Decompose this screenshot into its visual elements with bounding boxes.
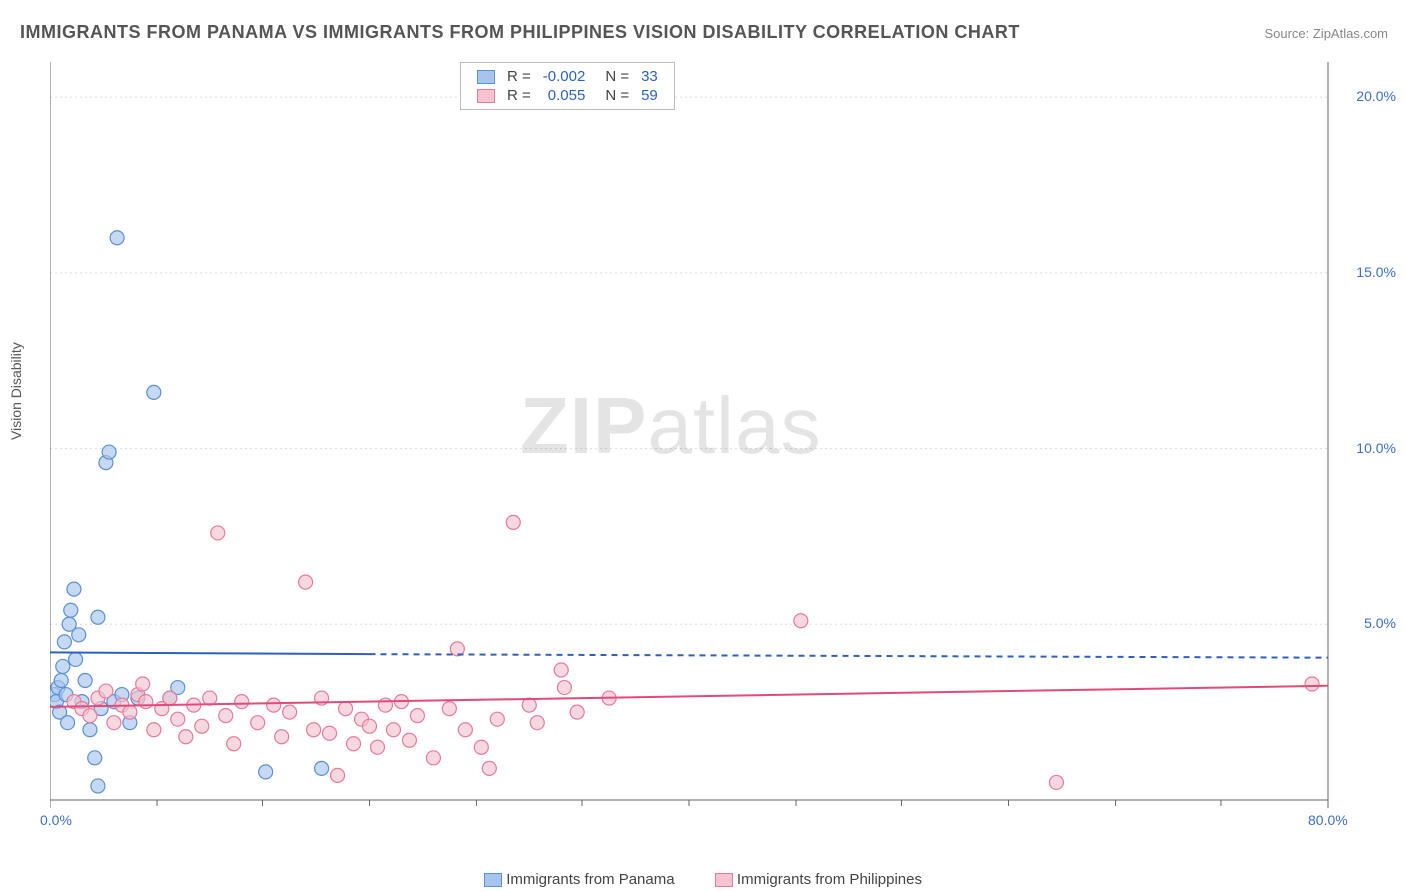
bottom-legend: Immigrants from Panama Immigrants from P… <box>0 871 1406 888</box>
y-tick-label: 20.0% <box>1356 88 1396 104</box>
corr-row-panama: R = -0.002 N = 33 <box>471 67 664 86</box>
r-label: R = <box>501 86 537 105</box>
n-value: 33 <box>635 67 664 86</box>
legend-label-panama: Immigrants from Panama <box>506 871 674 888</box>
legend-swatch-philippines <box>715 873 733 887</box>
correlation-legend: R = -0.002 N = 33 R = 0.055 N = 59 <box>460 62 675 110</box>
corr-row-philippines: R = 0.055 N = 59 <box>471 86 664 105</box>
y-axis-label: Vision Disability <box>8 342 24 440</box>
legend-item-panama: Immigrants from Panama <box>484 871 679 888</box>
swatch-philippines <box>477 89 495 103</box>
r-label: R = <box>501 67 537 86</box>
plot-area <box>50 62 1388 832</box>
y-tick-label: 5.0% <box>1364 615 1396 631</box>
y-tick-label: 10.0% <box>1356 440 1396 456</box>
legend-item-philippines: Immigrants from Philippines <box>715 871 922 888</box>
n-value: 59 <box>635 86 664 105</box>
swatch-panama <box>477 70 495 84</box>
y-tick-label: 15.0% <box>1356 264 1396 280</box>
x-tick-label: 0.0% <box>40 812 72 828</box>
x-tick-label: 80.0% <box>1308 812 1348 828</box>
chart-title: IMMIGRANTS FROM PANAMA VS IMMIGRANTS FRO… <box>20 22 1020 43</box>
legend-swatch-panama <box>484 873 502 887</box>
n-label: N = <box>591 86 635 105</box>
r-value: 0.055 <box>537 86 592 105</box>
n-label: N = <box>591 67 635 86</box>
legend-label-philippines: Immigrants from Philippines <box>737 871 922 888</box>
source-attribution: Source: ZipAtlas.com <box>1264 26 1388 41</box>
r-value: -0.002 <box>537 67 592 86</box>
scatter-chart <box>50 62 1388 832</box>
correlation-table: R = -0.002 N = 33 R = 0.055 N = 59 <box>471 67 664 105</box>
